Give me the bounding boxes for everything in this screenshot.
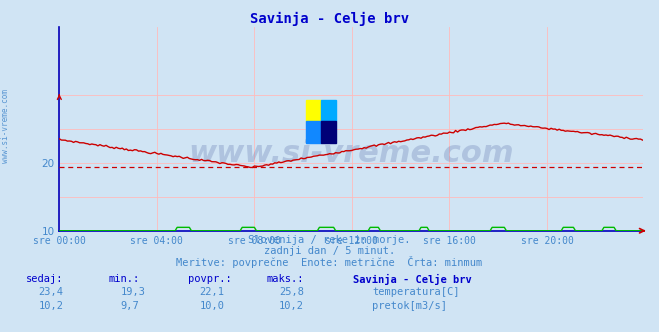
Text: 10,2: 10,2 bbox=[38, 301, 63, 311]
Text: 25,8: 25,8 bbox=[279, 287, 304, 297]
Bar bbox=[306, 100, 322, 121]
Text: povpr.:: povpr.: bbox=[188, 274, 231, 284]
Text: Savinja - Celje brv: Savinja - Celje brv bbox=[353, 274, 471, 285]
Text: 10,2: 10,2 bbox=[279, 301, 304, 311]
Text: 22,1: 22,1 bbox=[200, 287, 225, 297]
Text: zadnji dan / 5 minut.: zadnji dan / 5 minut. bbox=[264, 246, 395, 256]
Text: pretok[m3/s]: pretok[m3/s] bbox=[372, 301, 447, 311]
Text: www.si-vreme.com: www.si-vreme.com bbox=[188, 139, 514, 168]
Bar bbox=[322, 121, 336, 143]
Text: min.:: min.: bbox=[109, 274, 140, 284]
Text: 9,7: 9,7 bbox=[121, 301, 139, 311]
Text: 10,0: 10,0 bbox=[200, 301, 225, 311]
Text: Savinja - Celje brv: Savinja - Celje brv bbox=[250, 12, 409, 26]
Text: temperatura[C]: temperatura[C] bbox=[372, 287, 460, 297]
Text: sedaj:: sedaj: bbox=[26, 274, 64, 284]
Text: 23,4: 23,4 bbox=[38, 287, 63, 297]
Text: www.si-vreme.com: www.si-vreme.com bbox=[1, 89, 10, 163]
Bar bbox=[322, 100, 336, 121]
Bar bbox=[306, 121, 322, 143]
Text: Slovenija / reke in morje.: Slovenija / reke in morje. bbox=[248, 235, 411, 245]
Text: Meritve: povprečne  Enote: metrične  Črta: minmum: Meritve: povprečne Enote: metrične Črta:… bbox=[177, 256, 482, 268]
Text: maks.:: maks.: bbox=[267, 274, 304, 284]
Text: 19,3: 19,3 bbox=[121, 287, 146, 297]
